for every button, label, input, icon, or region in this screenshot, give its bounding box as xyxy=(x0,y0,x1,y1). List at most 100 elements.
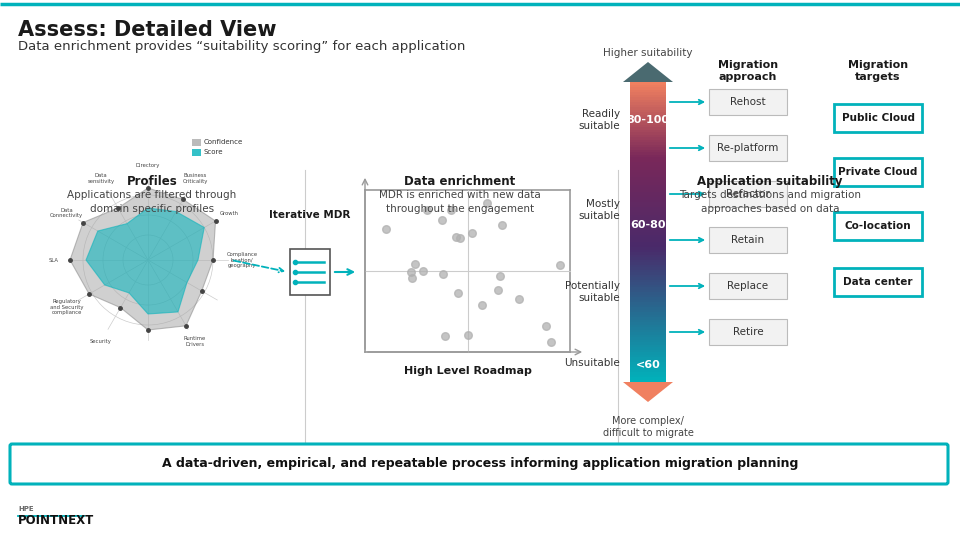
FancyBboxPatch shape xyxy=(834,268,922,296)
Bar xyxy=(630,217,666,219)
Bar xyxy=(630,84,666,87)
Bar xyxy=(630,119,666,122)
Bar xyxy=(630,186,666,190)
Bar xyxy=(630,344,666,347)
Bar xyxy=(192,139,201,146)
Text: High Level Roadmap: High Level Roadmap xyxy=(403,366,532,376)
Polygon shape xyxy=(623,382,673,402)
Text: Compliance
location/
geography: Compliance location/ geography xyxy=(227,252,257,268)
Bar xyxy=(630,111,666,114)
Text: Security: Security xyxy=(90,339,112,344)
Bar xyxy=(630,137,666,139)
Bar xyxy=(630,292,666,294)
Bar xyxy=(630,212,666,214)
Bar xyxy=(630,161,666,165)
Bar xyxy=(630,296,666,300)
Text: 60-80: 60-80 xyxy=(631,220,665,230)
Bar xyxy=(630,177,666,179)
Bar xyxy=(630,201,666,205)
Bar xyxy=(630,352,666,354)
Bar xyxy=(630,246,666,249)
Bar xyxy=(630,372,666,375)
Bar xyxy=(630,349,666,352)
Bar xyxy=(630,124,666,127)
Bar xyxy=(630,129,666,132)
Text: Rehost: Rehost xyxy=(731,97,766,107)
FancyBboxPatch shape xyxy=(834,104,922,132)
Bar xyxy=(630,279,666,282)
FancyBboxPatch shape xyxy=(709,135,787,161)
Bar xyxy=(630,157,666,159)
Bar xyxy=(630,359,666,362)
Bar xyxy=(630,146,666,150)
Text: Mostly
suitable: Mostly suitable xyxy=(578,199,620,221)
Bar xyxy=(630,199,666,202)
Text: Readily
suitable: Readily suitable xyxy=(578,109,620,131)
Bar xyxy=(630,259,666,262)
Text: Migration
approach: Migration approach xyxy=(718,60,778,83)
Bar xyxy=(630,314,666,317)
Text: Growth: Growth xyxy=(220,211,239,215)
Bar xyxy=(630,152,666,154)
Bar xyxy=(630,149,666,152)
Text: Higher suitability: Higher suitability xyxy=(603,48,693,58)
Bar xyxy=(630,274,666,277)
Text: Directory: Directory xyxy=(135,164,160,168)
Bar xyxy=(630,179,666,182)
Bar xyxy=(630,232,666,234)
Bar xyxy=(630,189,666,192)
Text: Migration
targets: Migration targets xyxy=(848,60,908,83)
FancyBboxPatch shape xyxy=(709,319,787,345)
Bar xyxy=(630,316,666,320)
FancyBboxPatch shape xyxy=(10,444,948,484)
Text: Private Cloud: Private Cloud xyxy=(838,167,918,177)
Bar xyxy=(630,256,666,260)
Text: <60: <60 xyxy=(636,360,660,370)
Text: Data
sensitivity: Data sensitivity xyxy=(87,173,114,184)
Bar xyxy=(630,234,666,237)
Bar xyxy=(630,356,666,360)
Polygon shape xyxy=(623,62,673,82)
Bar xyxy=(630,184,666,187)
Bar xyxy=(630,339,666,342)
FancyBboxPatch shape xyxy=(709,181,787,207)
Text: Data
Connectivity: Data Connectivity xyxy=(50,207,84,218)
Bar xyxy=(630,361,666,365)
Bar xyxy=(630,374,666,377)
Bar xyxy=(630,336,666,340)
Bar xyxy=(630,209,666,212)
FancyBboxPatch shape xyxy=(709,89,787,115)
Bar xyxy=(630,172,666,174)
Bar xyxy=(630,194,666,197)
Bar xyxy=(630,106,666,110)
Text: Data enrichment: Data enrichment xyxy=(404,175,516,188)
Bar xyxy=(630,99,666,102)
Text: Assess: Detailed View: Assess: Detailed View xyxy=(18,20,276,40)
Bar xyxy=(630,169,666,172)
Text: Unsuitable: Unsuitable xyxy=(564,358,620,368)
Text: Regulatory
and Security
compliance: Regulatory and Security compliance xyxy=(50,299,84,315)
Bar xyxy=(630,254,666,257)
Bar xyxy=(630,252,666,254)
Bar xyxy=(630,244,666,247)
Bar xyxy=(630,82,666,84)
Bar xyxy=(630,237,666,240)
Bar xyxy=(630,104,666,107)
Bar xyxy=(630,304,666,307)
Text: Score: Score xyxy=(204,150,224,156)
Text: Co-location: Co-location xyxy=(845,221,911,231)
Polygon shape xyxy=(70,188,216,330)
Bar xyxy=(630,141,666,145)
Text: Data center: Data center xyxy=(843,277,913,287)
Bar xyxy=(630,144,666,147)
Bar xyxy=(630,272,666,274)
Bar xyxy=(630,114,666,117)
Bar xyxy=(630,379,666,382)
Bar xyxy=(630,159,666,162)
Bar xyxy=(630,376,666,380)
Bar xyxy=(630,267,666,269)
Bar xyxy=(630,281,666,285)
Bar xyxy=(630,354,666,357)
Text: Retain: Retain xyxy=(732,235,764,245)
Bar xyxy=(630,327,666,329)
